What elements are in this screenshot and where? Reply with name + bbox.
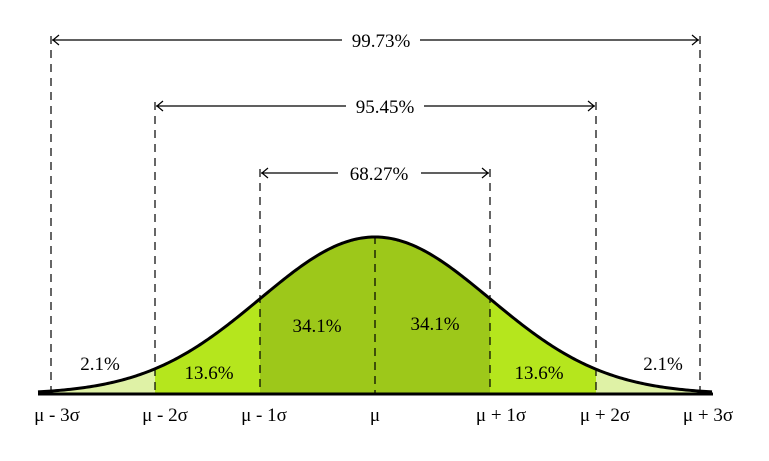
region-label-middle-right: 13.6% <box>514 363 563 384</box>
region-label-outer-right: 2.1% <box>643 354 683 375</box>
region-label-middle-left: 13.6% <box>184 363 233 384</box>
axis-label-minus-3sigma: μ - 3σ <box>34 405 80 426</box>
axis-label-plus-2sigma: μ + 2σ <box>580 405 630 426</box>
span-arrows <box>52 34 699 179</box>
region-label-inner-right: 34.1% <box>410 314 459 335</box>
band-inner-right <box>375 237 490 394</box>
arrowhead-icon <box>261 167 269 179</box>
axis-label-plus-3sigma: μ + 3σ <box>683 405 733 426</box>
region-label-inner-left: 34.1% <box>292 316 341 337</box>
arrowhead-icon <box>481 167 489 179</box>
arrowhead-icon <box>156 100 164 112</box>
arrowhead-icon <box>691 34 699 46</box>
bell-curve <box>37 235 713 394</box>
region-label-outer-left: 2.1% <box>80 354 120 375</box>
span-label-3sigma: 99.73% <box>352 31 411 52</box>
sigma-guide-lines <box>50 36 701 394</box>
span-label-2sigma: 95.45% <box>356 97 415 118</box>
band-inner-left <box>260 237 375 394</box>
axis-label-plus-1sigma: μ + 1σ <box>476 405 526 426</box>
arrowhead-icon <box>52 34 60 46</box>
axis-label-minus-1sigma: μ - 1σ <box>241 405 287 426</box>
arrowhead-icon <box>587 100 595 112</box>
span-label-1sigma: 68.27% <box>350 164 409 185</box>
axis-label-mean: μ <box>370 405 380 426</box>
axis-label-minus-2sigma: μ - 2σ <box>142 405 188 426</box>
